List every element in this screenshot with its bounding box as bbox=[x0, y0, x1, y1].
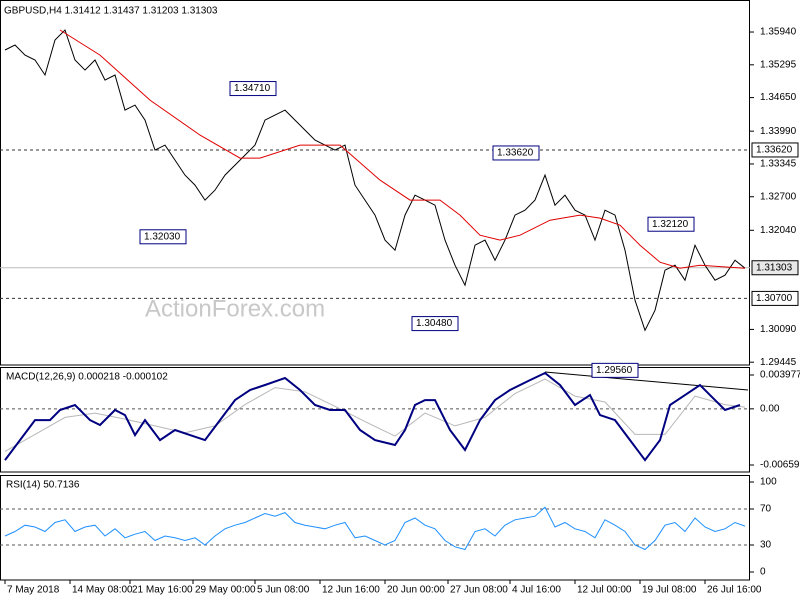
series-line bbox=[4, 506, 746, 551]
price-panel bbox=[0, 0, 750, 366]
series-line bbox=[59, 29, 746, 269]
series-line bbox=[4, 378, 746, 452]
y-tick-label: 0 bbox=[760, 567, 766, 578]
y-tick-label: 1.34650 bbox=[760, 92, 797, 103]
trend-line bbox=[544, 371, 749, 391]
x-tick-label: 21 May 16:00 bbox=[132, 585, 193, 596]
x-tick-label: 12 Jul 00:00 bbox=[577, 585, 632, 596]
annotation-box bbox=[591, 362, 639, 378]
x-tick-label: 5 Jun 08:00 bbox=[257, 585, 310, 596]
annotation-box bbox=[647, 216, 695, 232]
y-tick-label: 1.35940 bbox=[760, 27, 797, 38]
level-label: 1.31303 bbox=[756, 262, 793, 273]
x-tick-label: 7 May 2018 bbox=[7, 585, 60, 596]
annotation-box bbox=[229, 81, 277, 97]
y-tick-label: 30 bbox=[760, 540, 772, 551]
level-label: 1.33620 bbox=[756, 145, 793, 156]
y-tick-label: 1.29445 bbox=[760, 357, 797, 368]
y-tick-label: 1.33345 bbox=[760, 159, 797, 170]
rsi-panel bbox=[0, 475, 750, 581]
y-tick-label: 70 bbox=[760, 504, 772, 515]
annotation-label: 1.32030 bbox=[144, 231, 181, 242]
series-line bbox=[4, 371, 741, 462]
level-label-box bbox=[751, 142, 799, 158]
macd-panel bbox=[0, 367, 750, 473]
annotation-box bbox=[139, 229, 187, 245]
x-tick-label: 14 May 08:00 bbox=[72, 585, 133, 596]
series-line bbox=[4, 29, 746, 332]
annotation-box bbox=[411, 316, 459, 332]
y-tick-label: 0.00 bbox=[760, 403, 780, 414]
macd-title: MACD(12,26,9) 0.000218 -0.000102 bbox=[6, 372, 168, 383]
annotation-label: 1.33620 bbox=[497, 148, 534, 159]
annotation-box bbox=[492, 145, 540, 161]
x-tick-label: 19 Jul 08:00 bbox=[642, 585, 697, 596]
annotation-label: 1.29560 bbox=[596, 365, 633, 376]
y-tick-label: 1.35295 bbox=[760, 59, 797, 70]
y-tick-label: -0.006598 bbox=[760, 460, 800, 471]
annotation-label: 1.30480 bbox=[416, 318, 453, 329]
annotation-label: 1.34710 bbox=[234, 83, 271, 94]
x-tick-label: 26 Jul 16:00 bbox=[707, 585, 762, 596]
x-tick-label: 12 Jun 16:00 bbox=[322, 585, 380, 596]
chart-title: GBPUSD,H4 1.31412 1.31437 1.31203 1.3130… bbox=[4, 6, 218, 17]
y-tick-label: 1.32040 bbox=[760, 225, 797, 236]
watermark: ActionForex.com bbox=[145, 295, 325, 322]
level-label: 1.30700 bbox=[756, 293, 793, 304]
level-label-box bbox=[751, 290, 799, 306]
y-tick-label: 100 bbox=[760, 477, 777, 488]
x-tick-label: 27 Jun 08:00 bbox=[450, 585, 508, 596]
y-tick-label: 1.32700 bbox=[760, 191, 797, 202]
annotation-label: 1.32120 bbox=[652, 219, 689, 230]
y-tick-label: 1.30090 bbox=[760, 324, 797, 335]
x-tick-label: 29 May 00:00 bbox=[195, 585, 256, 596]
rsi-title: RSI(14) 50.7136 bbox=[6, 480, 80, 491]
x-tick-label: 20 Jun 00:00 bbox=[387, 585, 445, 596]
y-tick-label: 1.33990 bbox=[760, 126, 797, 137]
level-label-box bbox=[751, 260, 799, 276]
y-tick-label: 0.003977 bbox=[760, 370, 800, 381]
x-tick-label: 4 Jul 16:00 bbox=[512, 585, 561, 596]
